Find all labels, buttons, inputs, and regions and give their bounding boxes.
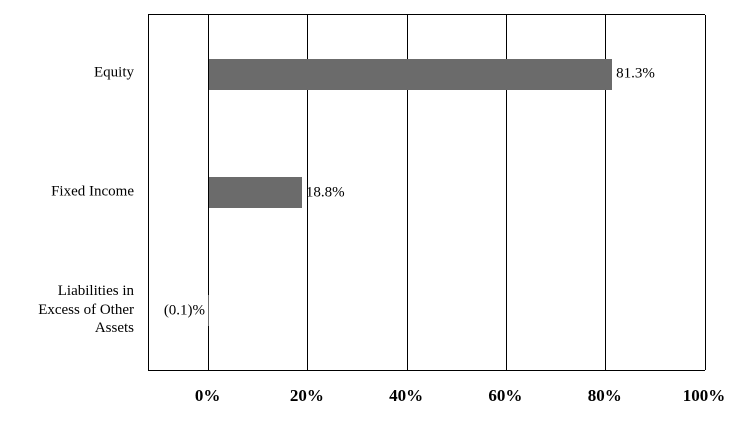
bar-value-label: 18.8%: [305, 184, 345, 200]
x-tick-label: 20%: [289, 386, 324, 405]
x-tick-label: 40%: [389, 386, 424, 405]
x-tick-label: 100%: [682, 386, 726, 405]
x-tick-label: 60%: [488, 386, 523, 405]
x-tick-label: 80%: [587, 386, 622, 405]
gridline: [505, 15, 507, 370]
x-tick-label: 0%: [194, 386, 221, 405]
gridline: [704, 15, 706, 370]
bar: [208, 58, 613, 90]
bar: [208, 177, 302, 208]
category-label: Fixed Income: [51, 183, 134, 200]
gridline: [605, 15, 607, 370]
category-label: Equity: [94, 64, 134, 81]
category-axis: Equity Fixed Income Liabilities in Excess …: [0, 14, 140, 371]
x-axis: 0% 20% 40% 60% 80% 100%: [148, 386, 725, 416]
gridline: [406, 15, 408, 370]
bar-value-label: (0.1)%: [163, 302, 206, 319]
plot-area: 81.3% 18.8% (0.1)%: [148, 14, 706, 371]
category-label: Liabilities in Excess of Other Assets: [38, 282, 134, 337]
bar-value-label: 81.3%: [616, 65, 655, 82]
gridline: [307, 15, 309, 370]
